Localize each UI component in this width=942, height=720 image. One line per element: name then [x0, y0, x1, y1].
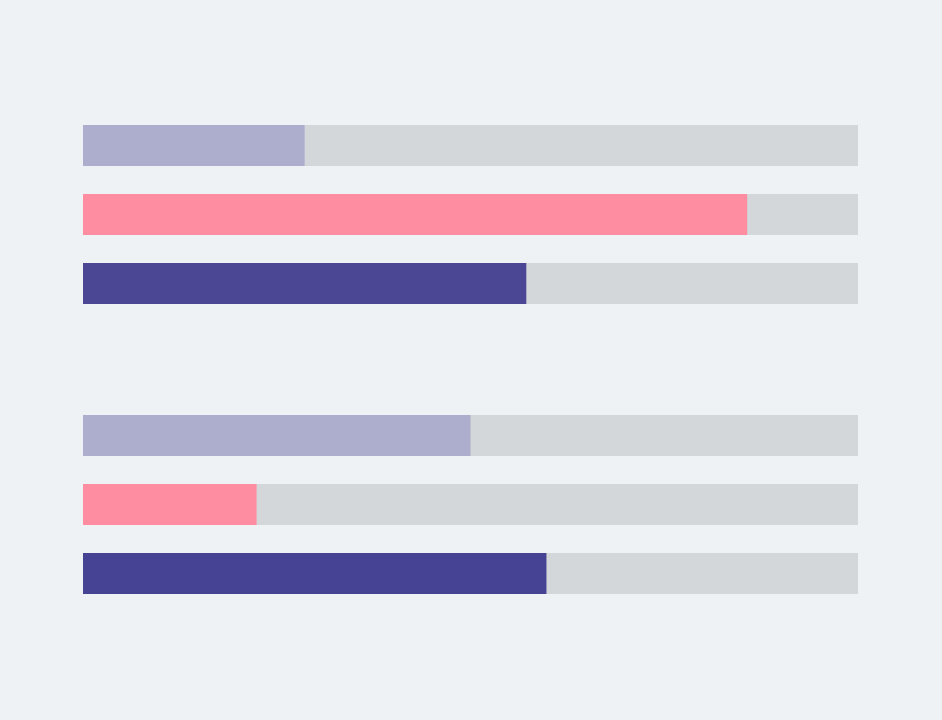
- bar-fill: [83, 194, 748, 235]
- bar-group-2: [83, 415, 858, 594]
- bar-fill: [83, 125, 305, 166]
- bar-fill: [83, 484, 257, 525]
- bars-layer: [83, 125, 858, 594]
- bar-group-1: [83, 125, 858, 304]
- bar-fill: [83, 553, 547, 594]
- bar-fill: [83, 263, 527, 304]
- bar-fill: [83, 415, 471, 456]
